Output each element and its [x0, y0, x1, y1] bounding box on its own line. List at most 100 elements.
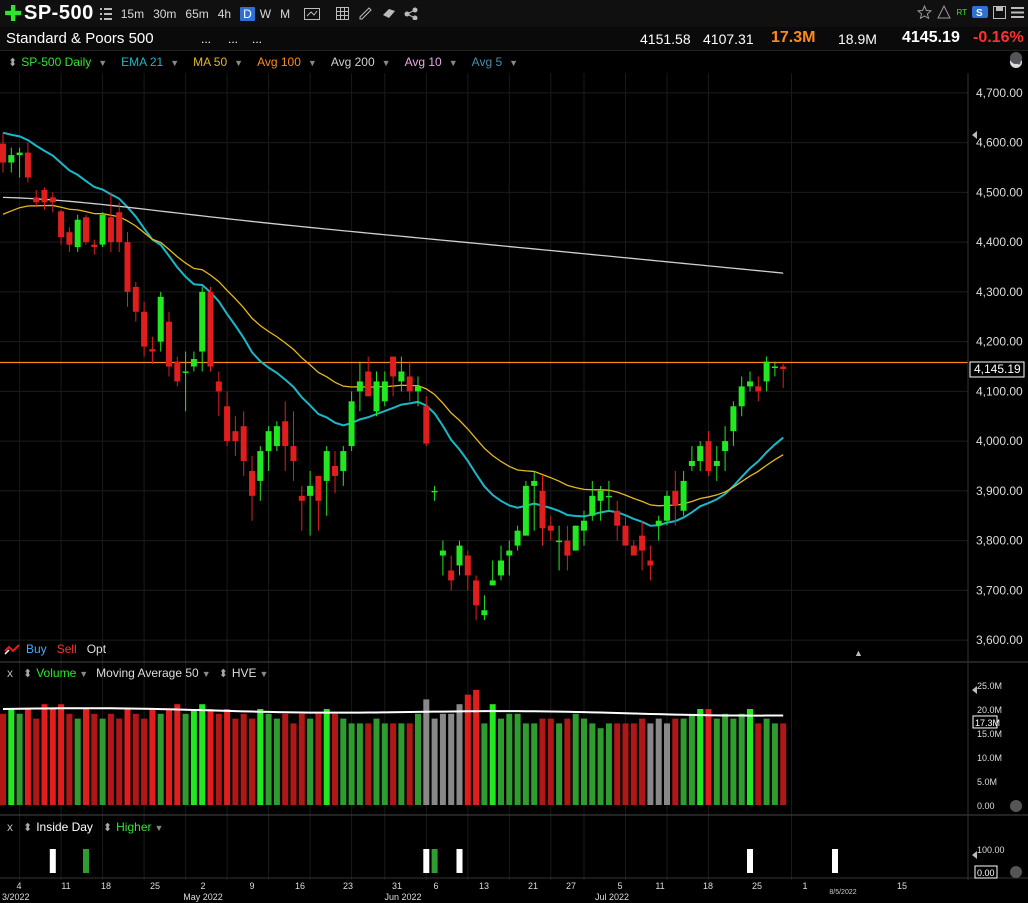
legend-item-price[interactable]: SP-500 Daily ▼	[21, 55, 108, 69]
updown-arrows-icon[interactable]: ⬍	[102, 821, 113, 834]
star-icon[interactable]	[917, 5, 933, 19]
save-icon[interactable]	[993, 5, 1006, 19]
close-volume-panel-button[interactable]: x	[7, 666, 13, 680]
list-icon[interactable]	[99, 7, 112, 21]
candle-body	[747, 381, 753, 387]
volume-bar	[249, 718, 255, 805]
updown-arrows-icon[interactable]: ⬍	[23, 667, 33, 680]
candle-body	[722, 441, 729, 452]
candle-body	[605, 495, 612, 498]
date-axis: 4 11 18 25 2 9 16 23 31 6 13 21 27 5 11 18 25 1 15 May 2022…	[2, 881, 907, 902]
legend-item-avg10[interactable]: Avg 10 ▼	[404, 55, 458, 69]
higher-label[interactable]: Higher ▼	[116, 820, 164, 834]
candle-body	[83, 217, 89, 243]
grid-icon[interactable]	[336, 7, 350, 20]
candle-body	[564, 540, 571, 556]
symbol-name[interactable]: SP-500	[24, 2, 94, 24]
updown-arrows-icon[interactable]: ⬍	[8, 56, 18, 69]
drawing-tools-icon[interactable]	[382, 7, 396, 20]
candle-body	[680, 480, 687, 511]
legend-item-avg5[interactable]: Avg 5 ▼	[471, 55, 519, 69]
collapse-panel-icon[interactable]: ▲	[854, 648, 863, 658]
scroll-handle-icon	[1010, 800, 1022, 812]
volume-tick-label: 20.0M	[977, 705, 1002, 715]
timeframe-monthly[interactable]: M	[280, 6, 291, 21]
candle-body	[522, 485, 529, 536]
share-icon[interactable]	[404, 7, 418, 20]
avg200-line	[2, 196, 784, 274]
volume-bar	[390, 723, 397, 805]
draw-pencil-icon[interactable]	[359, 7, 372, 20]
candle-body	[182, 371, 189, 373]
volume-bar	[182, 713, 189, 805]
candle-body	[531, 480, 538, 486]
hve-label[interactable]: HVE ▼	[231, 666, 269, 680]
trade-icon[interactable]	[4, 642, 20, 656]
inside-day-bar	[431, 849, 438, 873]
volume-bar	[755, 723, 762, 805]
timeframe-65m[interactable]: 65m	[185, 6, 209, 21]
candle-body	[166, 321, 172, 367]
legend-item-avg200[interactable]: Avg 200 ▼	[330, 55, 391, 69]
date-tick-label: 9	[249, 881, 254, 891]
month-label: Jul 2022	[595, 892, 629, 902]
candle-body	[307, 485, 314, 496]
chart-type-icon[interactable]	[304, 7, 321, 20]
legend-item-ema21[interactable]: EMA 21 ▼	[121, 55, 180, 69]
volume-bar	[141, 718, 148, 805]
realtime-badge[interactable]: RT	[956, 7, 967, 17]
timeframe-30m[interactable]: 30m	[153, 6, 177, 21]
candle-body	[547, 525, 554, 531]
date-tick-label: 18	[703, 881, 713, 891]
inside-day-label[interactable]: Inside Day	[36, 820, 93, 834]
timeframe-4h[interactable]: 4h	[217, 6, 232, 21]
candle-body	[514, 530, 521, 546]
edge-date-label: 8/5/2022	[829, 889, 856, 896]
add-symbol-icon[interactable]: ✚	[4, 0, 23, 26]
date-tick-label: 25	[150, 881, 160, 891]
candle-body	[107, 217, 114, 243]
volume-bar	[323, 709, 330, 805]
volume-bar	[365, 723, 372, 805]
legend-item-avg100[interactable]: Avg 100 ▼	[257, 55, 317, 69]
updown-arrows-icon[interactable]: ⬍	[218, 667, 228, 680]
top-toolbar: ✚ SP-500 15m 30m 65m 4h D W M RT S	[0, 0, 1028, 27]
settings-palette-icon[interactable]	[1008, 54, 1024, 70]
volume-bar	[232, 718, 239, 805]
candle-body	[456, 545, 463, 566]
timeframe-daily[interactable]: D	[240, 6, 255, 21]
volume-bar	[423, 699, 430, 805]
volume-tick-label: 5.0M	[977, 777, 997, 787]
scan-icon[interactable]: S	[972, 5, 988, 19]
sell-button[interactable]: Sell	[56, 642, 77, 656]
candle-body	[390, 356, 397, 377]
volume-ma-label[interactable]: Moving Average 50 ▼	[96, 666, 211, 680]
timeframe-weekly[interactable]: W	[259, 6, 272, 21]
volume-bar	[348, 723, 355, 805]
timeframe-15m[interactable]: 15m	[120, 6, 145, 21]
volume-bar	[207, 709, 214, 805]
volume-bar	[456, 704, 463, 805]
volume-label[interactable]: Volume ▼	[36, 666, 89, 680]
options-button[interactable]: Opt	[86, 642, 107, 656]
candle-body	[448, 570, 455, 581]
menu-icon[interactable]	[1011, 6, 1024, 19]
quote-volume: 17.3M	[771, 29, 816, 46]
alert-icon[interactable]	[937, 5, 952, 19]
volume-bar	[24, 709, 31, 805]
volume-bar	[124, 709, 131, 805]
inside-day-bars: 100.00 0.00	[49, 845, 1005, 879]
candle-body	[381, 381, 388, 402]
volume-bar	[74, 718, 81, 805]
volume-bar	[581, 718, 587, 805]
volume-bar	[473, 689, 480, 805]
buy-button[interactable]: Buy	[26, 642, 47, 656]
legend-item-ma50[interactable]: MA 50 ▼	[193, 55, 244, 69]
close-inside-panel-button[interactable]: x	[7, 820, 13, 834]
date-tick-label: 13	[479, 881, 489, 891]
quote-field-ellipsis: ...	[252, 32, 263, 46]
quote-last-price: 4145.19	[902, 29, 960, 46]
volume-tick-label: 25.0M	[977, 681, 1002, 691]
updown-arrows-icon[interactable]: ⬍	[23, 821, 33, 834]
